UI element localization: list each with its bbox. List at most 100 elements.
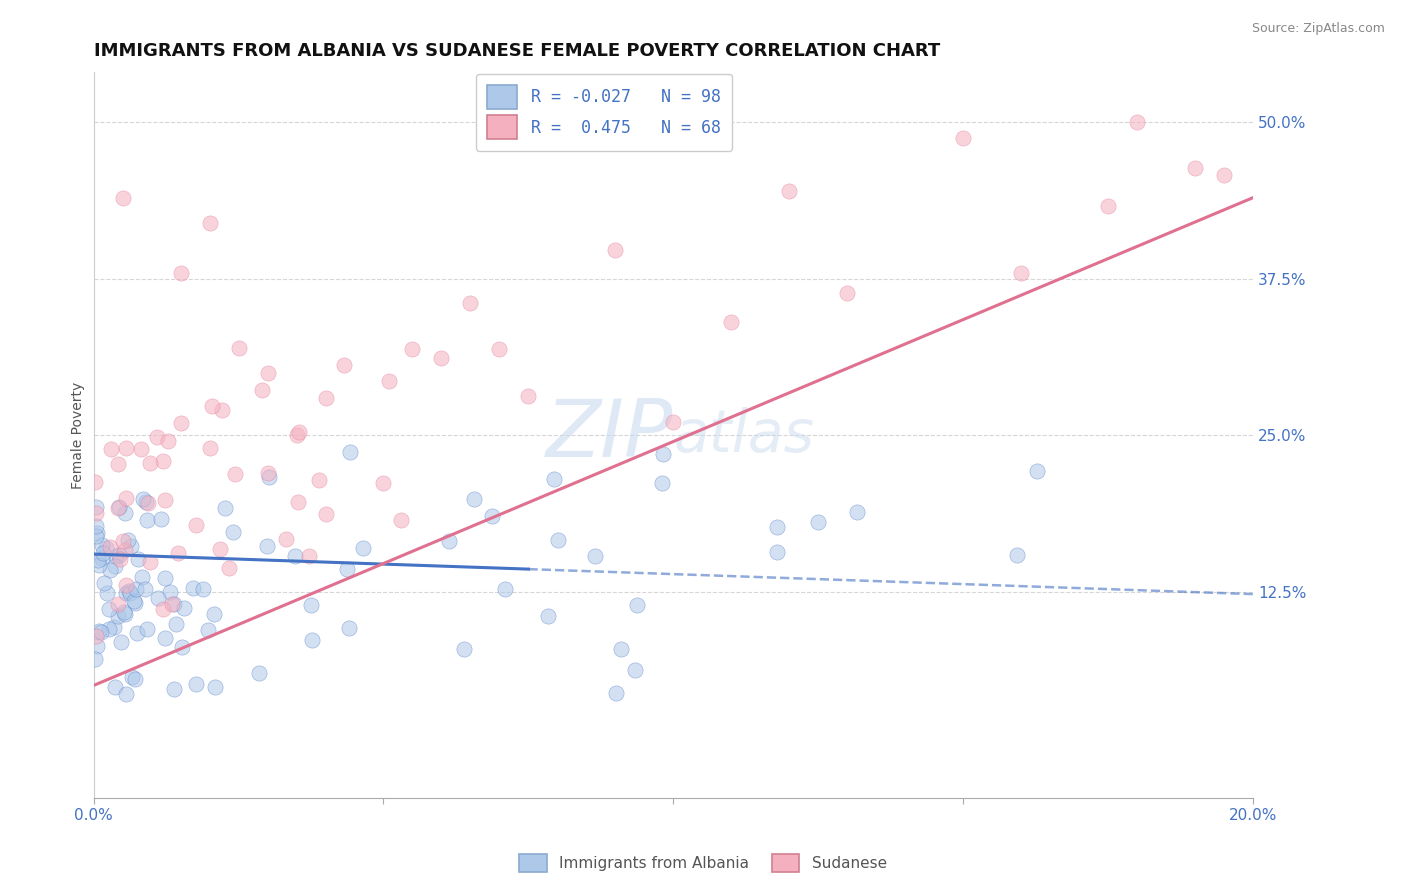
Point [150, 512, 173, 526]
Point [315, 507, 337, 521]
Point [115, 578, 138, 592]
Point [104, 549, 127, 563]
Point [256, 466, 278, 480]
Point [651, 447, 673, 461]
Point [766, 519, 789, 533]
Point [481, 509, 503, 524]
Point [204, 680, 226, 694]
Point [115, 586, 138, 600]
Point [720, 315, 742, 329]
Point [156, 434, 179, 448]
Point [152, 453, 174, 467]
Point [488, 342, 510, 356]
Point [337, 621, 360, 635]
Y-axis label: Female Poverty: Female Poverty [72, 382, 86, 489]
Point [114, 542, 136, 557]
Point [138, 496, 160, 510]
Point [389, 513, 412, 527]
Point [298, 549, 321, 563]
Point [96, 541, 118, 555]
Point [186, 677, 208, 691]
Point [139, 555, 162, 569]
Point [1026, 464, 1049, 478]
Point [517, 389, 540, 403]
Point [108, 500, 131, 515]
Point [378, 374, 401, 388]
Point [104, 680, 127, 694]
Point [97, 602, 120, 616]
Point [169, 266, 191, 280]
Point [211, 402, 233, 417]
Point [86, 500, 108, 514]
Point [107, 458, 129, 472]
Point [537, 609, 560, 624]
Point [146, 591, 169, 606]
Point [107, 597, 129, 611]
Point [153, 631, 176, 645]
Point [543, 472, 565, 486]
Point [139, 456, 162, 470]
Point [807, 515, 830, 529]
Point [453, 642, 475, 657]
Point [315, 391, 337, 405]
Text: Source: ZipAtlas.com: Source: ZipAtlas.com [1251, 22, 1385, 36]
Point [583, 549, 606, 564]
Text: ZIP: ZIP [546, 396, 673, 475]
Point [107, 501, 129, 516]
Point [124, 593, 146, 607]
Point [460, 296, 482, 310]
Point [218, 561, 240, 575]
Point [131, 570, 153, 584]
Point [86, 526, 108, 541]
Point [163, 682, 186, 697]
Point [115, 687, 138, 701]
Point [605, 243, 627, 257]
Point [112, 534, 135, 549]
Point [401, 342, 423, 356]
Point [98, 563, 121, 577]
Point [90, 624, 112, 639]
Point [214, 500, 236, 515]
Point [837, 286, 859, 301]
Point [127, 626, 149, 640]
Point [778, 184, 800, 198]
Point [184, 517, 207, 532]
Legend: Immigrants from Albania, Sudanese: Immigrants from Albania, Sudanese [512, 846, 894, 880]
Point [301, 633, 323, 648]
Point [247, 666, 270, 681]
Point [1005, 548, 1028, 562]
Point [117, 533, 139, 548]
Point [86, 553, 108, 567]
Point [288, 425, 311, 439]
Point [107, 608, 129, 623]
Point [547, 533, 569, 547]
Point [437, 534, 460, 549]
Point [110, 635, 132, 649]
Point [284, 549, 307, 563]
Point [121, 539, 143, 553]
Point [209, 541, 232, 556]
Point [84, 475, 107, 489]
Point [124, 672, 146, 686]
Point [90, 551, 112, 566]
Point [626, 598, 648, 612]
Point [103, 620, 125, 634]
Point [170, 640, 193, 654]
Point [651, 476, 673, 491]
Point [167, 546, 190, 560]
Point [114, 442, 136, 456]
Point [494, 582, 516, 596]
Point [845, 505, 868, 519]
Point [952, 131, 974, 145]
Point [335, 562, 357, 576]
Point [90, 538, 112, 552]
Point [1213, 168, 1236, 182]
Point [84, 529, 107, 543]
Point [301, 599, 323, 613]
Point [152, 601, 174, 615]
Point [256, 366, 278, 380]
Point [163, 597, 186, 611]
Text: atlas: atlas [673, 407, 814, 464]
Text: IMMIGRANTS FROM ALBANIA VS SUDANESE FEMALE POVERTY CORRELATION CHART: IMMIGRANTS FROM ALBANIA VS SUDANESE FEMA… [94, 42, 939, 60]
Point [1010, 266, 1032, 280]
